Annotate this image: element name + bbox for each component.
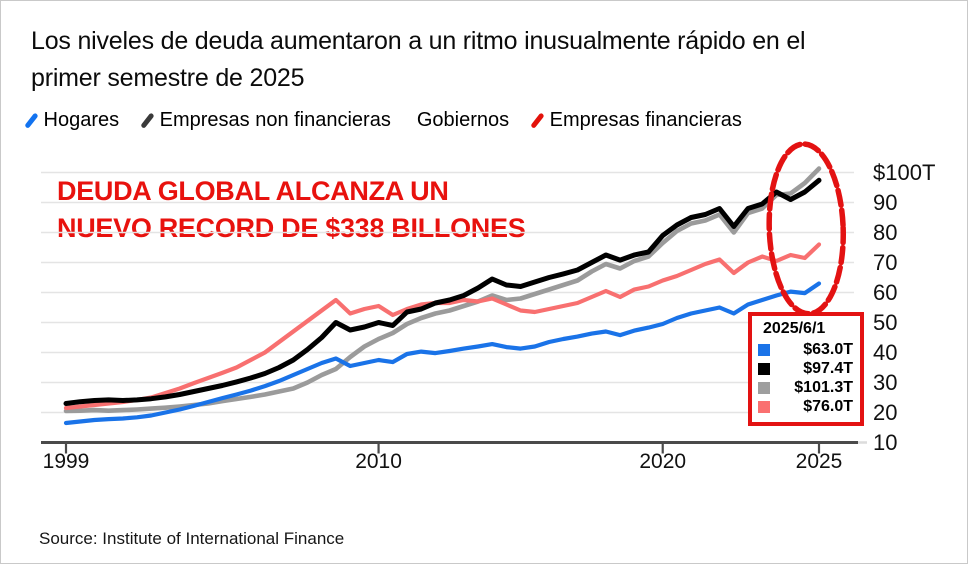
source-credit: Source: Institute of International Finan… bbox=[39, 529, 345, 548]
series-swatch-icon bbox=[758, 381, 770, 394]
chart-title-line2: primer semestre de 2025 bbox=[31, 64, 305, 92]
x-axis-label: 1999 bbox=[42, 450, 90, 473]
series-swatch-icon bbox=[758, 362, 770, 375]
tooltip-row-gobiernos: $101.3T bbox=[758, 378, 853, 397]
annotation-debt-record: DEUDA GLOBAL ALCANZA UN NUEVO RECORD DE … bbox=[57, 173, 526, 247]
x-axis-label: 2010 bbox=[355, 450, 402, 473]
tooltip-date: 2025/6/1 bbox=[763, 320, 826, 337]
y-axis-label: 80 bbox=[873, 219, 898, 245]
legend-label: Gobiernos bbox=[416, 108, 510, 131]
legend-item-gobiernos[interactable]: Gobiernos bbox=[417, 109, 509, 132]
legend-item-empresas-non-financieras[interactable]: Empresas non financieras bbox=[140, 108, 391, 132]
y-axis-label: $100T bbox=[873, 159, 936, 185]
x-axis-label: 2020 bbox=[639, 450, 687, 473]
tooltip-row-empresas-non-financieras: $97.4T bbox=[758, 359, 853, 378]
chart-title-line1: Los niveles de deuda aumentaron a un rit… bbox=[31, 27, 806, 55]
y-axis-label: 50 bbox=[873, 309, 898, 335]
tooltip-row-hogares: $63.0T bbox=[758, 340, 853, 359]
tooltip-row-empresas-financieras: $76.0T bbox=[758, 397, 853, 416]
legend-item-hogares[interactable]: Hogares bbox=[24, 108, 120, 132]
series-swatch-icon bbox=[758, 343, 770, 356]
annotation-line2: NUEVO RECORD DE $338 BILLONES bbox=[57, 210, 526, 247]
tooltip-value: $101.3T bbox=[794, 378, 853, 396]
tooltip: 2025/6/1 $63.0T $97.4T $101.3T $76.0T bbox=[748, 312, 864, 426]
legend-label: Empresas financieras bbox=[549, 108, 742, 131]
y-axis-label: 60 bbox=[873, 279, 898, 305]
series-swatch-icon bbox=[758, 400, 770, 413]
tooltip-value: $63.0T bbox=[803, 340, 853, 358]
annotation-line1: DEUDA GLOBAL ALCANZA UN bbox=[57, 173, 525, 210]
y-axis-label: 40 bbox=[873, 339, 898, 365]
chart-title: Los niveles de deuda aumentaron a un rit… bbox=[31, 23, 946, 97]
tooltip-value: $97.4T bbox=[803, 359, 853, 377]
legend-label: Empresas non financieras bbox=[159, 108, 391, 131]
y-axis-label: 70 bbox=[873, 249, 898, 275]
x-axis-label: 2025 bbox=[795, 450, 843, 473]
series-line-empresas-non-financieras[interactable] bbox=[63, 177, 822, 406]
series-line-hogares[interactable] bbox=[63, 281, 822, 426]
y-axis-label: 30 bbox=[873, 369, 898, 395]
y-axis-label: 20 bbox=[873, 399, 898, 425]
legend-label: Hogares bbox=[43, 108, 120, 131]
y-axis-label: 10 bbox=[873, 429, 898, 455]
tooltip-value: $76.0T bbox=[803, 397, 853, 415]
y-axis-label: 90 bbox=[873, 189, 898, 215]
legend: Hogares Empresas non financieras Gobiern… bbox=[24, 105, 742, 135]
legend-item-empresas-financieras[interactable]: Empresas financieras bbox=[530, 108, 742, 132]
